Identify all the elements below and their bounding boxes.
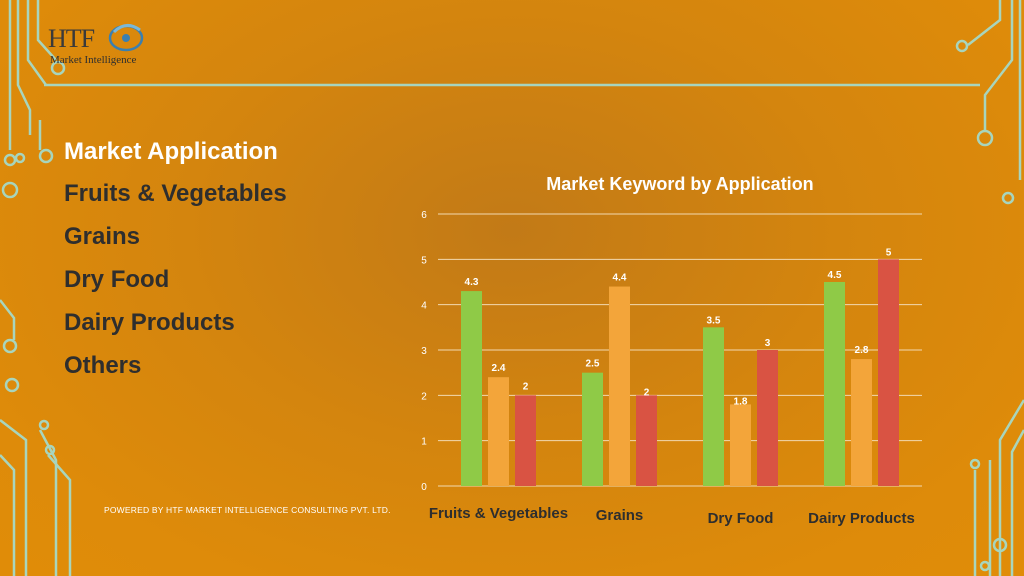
bar <box>757 350 778 486</box>
y-tick-label: 3 <box>421 346 427 357</box>
data-label: 2.5 <box>586 359 600 370</box>
bar <box>878 259 899 486</box>
bar <box>515 395 536 486</box>
data-label: 3.5 <box>707 315 721 326</box>
y-tick-label: 0 <box>421 482 427 493</box>
list-title: Market Application <box>64 138 278 165</box>
y-tick-label: 1 <box>421 437 427 448</box>
bar <box>851 359 872 486</box>
logo-name: HTF <box>48 24 95 53</box>
category-label: Dry Food <box>708 510 774 527</box>
data-label: 4.5 <box>828 270 842 281</box>
bar <box>730 404 751 486</box>
data-label: 2 <box>523 381 529 392</box>
list-item: Dry Food <box>64 266 170 293</box>
data-label: 4.4 <box>613 273 627 284</box>
bar <box>461 291 482 486</box>
y-tick-label: 6 <box>421 210 427 221</box>
data-label: 3 <box>765 338 771 349</box>
list-item: Grains <box>64 223 141 250</box>
bar <box>824 282 845 486</box>
data-label: 4.3 <box>465 277 479 288</box>
bar <box>703 327 724 486</box>
logo-mark <box>108 24 144 52</box>
logo-tagline: Market Intelligence <box>50 54 137 66</box>
category-label: Dairy Products <box>808 510 915 527</box>
data-label: 2.4 <box>492 363 506 374</box>
y-tick-label: 5 <box>421 255 427 266</box>
category-label: Fruits & Vegetables <box>429 505 568 522</box>
list-item: Fruits & Vegetables <box>64 180 287 207</box>
bar-chart: Market Keyword by Application 0 1 2 3 4 5 6 4.3 2… <box>421 174 922 527</box>
footer-credit: POWERED BY HTF MARKET INTELLIGENCE CONSU… <box>104 505 391 515</box>
data-label: 1.8 <box>734 396 748 407</box>
list-item: Dairy Products <box>64 309 235 336</box>
category-label: Grains <box>596 507 644 524</box>
bar <box>609 286 630 486</box>
bar <box>488 377 509 486</box>
data-label: 2.8 <box>855 345 869 356</box>
list-item: Others <box>64 352 142 379</box>
bar <box>582 372 603 486</box>
data-label: 2 <box>644 387 650 398</box>
bar <box>636 395 657 486</box>
data-label: 5 <box>886 247 892 258</box>
application-list: Market Application Fruits & Vegetables G… <box>64 138 287 395</box>
y-tick-label: 4 <box>421 301 427 312</box>
y-tick-label: 2 <box>421 391 427 402</box>
chart-title: Market Keyword by Application <box>546 174 813 194</box>
